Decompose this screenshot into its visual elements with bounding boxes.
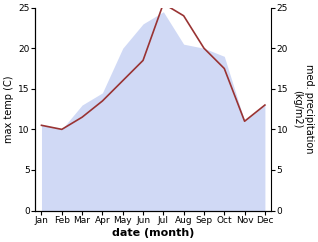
X-axis label: date (month): date (month) [112,228,194,238]
Y-axis label: max temp (C): max temp (C) [4,75,14,143]
Y-axis label: med. precipitation
(kg/m2): med. precipitation (kg/m2) [292,64,314,154]
